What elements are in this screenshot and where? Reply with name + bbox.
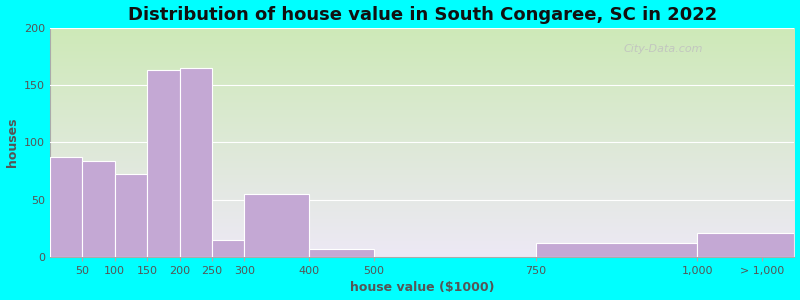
Bar (244, 194, 309, 257)
X-axis label: house value ($1000): house value ($1000) (350, 281, 494, 294)
Bar (82, 161, 115, 257)
Bar (50, 157, 82, 257)
Bar (535, 243, 698, 257)
Text: City-Data.com: City-Data.com (623, 44, 702, 54)
Bar (698, 233, 794, 257)
Bar (179, 68, 212, 257)
Bar (147, 70, 179, 257)
Bar (212, 240, 244, 257)
Bar (115, 174, 147, 257)
Title: Distribution of house value in South Congaree, SC in 2022: Distribution of house value in South Con… (128, 6, 717, 24)
Bar (309, 249, 374, 257)
Y-axis label: houses: houses (6, 118, 18, 167)
